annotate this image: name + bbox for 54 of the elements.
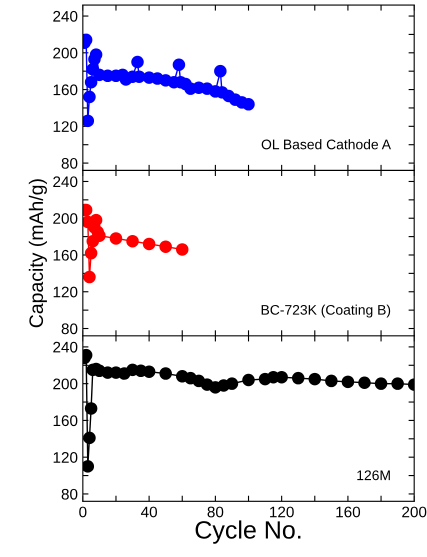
point bbox=[342, 376, 354, 388]
point bbox=[83, 270, 96, 284]
legend-label: 126M bbox=[357, 470, 390, 480]
point bbox=[172, 58, 186, 71]
point bbox=[292, 372, 304, 384]
y-tick-label: 160 bbox=[54, 250, 78, 261]
x-tick-label: 160 bbox=[336, 506, 360, 518]
point bbox=[159, 367, 172, 380]
point bbox=[214, 64, 227, 78]
point bbox=[90, 214, 102, 226]
y-tick-label: 80 bbox=[62, 158, 78, 169]
y-tick-label: 120 bbox=[54, 452, 78, 463]
point bbox=[308, 372, 322, 386]
text: BC-723K (Coating B) bbox=[262, 304, 390, 318]
y-tick-label: 120 bbox=[54, 286, 78, 298]
y-tick-label: 200 bbox=[53, 48, 78, 58]
point bbox=[242, 374, 255, 386]
point bbox=[142, 238, 156, 250]
point bbox=[176, 243, 188, 256]
point bbox=[84, 402, 98, 415]
x-tick-label: 80 bbox=[208, 506, 224, 518]
point bbox=[242, 98, 255, 111]
x-tick-label: 0 bbox=[79, 506, 86, 518]
y-axis-title: Capacity (mAh/g) bbox=[28, 179, 47, 328]
point bbox=[226, 377, 238, 390]
point bbox=[84, 76, 98, 88]
point bbox=[374, 377, 388, 390]
y-tick-label: 160 bbox=[54, 415, 78, 426]
point bbox=[325, 374, 338, 388]
point bbox=[82, 114, 94, 128]
point bbox=[83, 90, 96, 104]
point bbox=[110, 232, 122, 245]
y-tick-label: 120 bbox=[54, 121, 78, 132]
y-tick-label: 200 bbox=[53, 378, 78, 390]
point bbox=[391, 377, 404, 390]
x-tick-label: 120 bbox=[270, 506, 294, 518]
point bbox=[84, 246, 98, 260]
y-tick-label: 80 bbox=[62, 488, 78, 500]
point bbox=[131, 56, 144, 68]
x-axis-title: Cycle No. bbox=[196, 520, 300, 544]
x-tick-label: 40 bbox=[140, 506, 158, 518]
y-tick-label: 200 bbox=[53, 213, 78, 224]
y-tick-label: 240 bbox=[53, 342, 78, 353]
point bbox=[82, 460, 94, 473]
point bbox=[358, 376, 371, 389]
y-tick-label: 240 bbox=[53, 10, 78, 22]
y-tick-label: 160 bbox=[54, 84, 78, 96]
point bbox=[126, 234, 139, 248]
y-tick-label: 240 bbox=[53, 176, 78, 188]
text: OL Based Cathode A bbox=[262, 139, 391, 150]
point bbox=[159, 240, 172, 253]
point bbox=[83, 432, 96, 444]
y-tick-label: 80 bbox=[62, 323, 78, 334]
x-tick-label: 200 bbox=[402, 506, 426, 518]
